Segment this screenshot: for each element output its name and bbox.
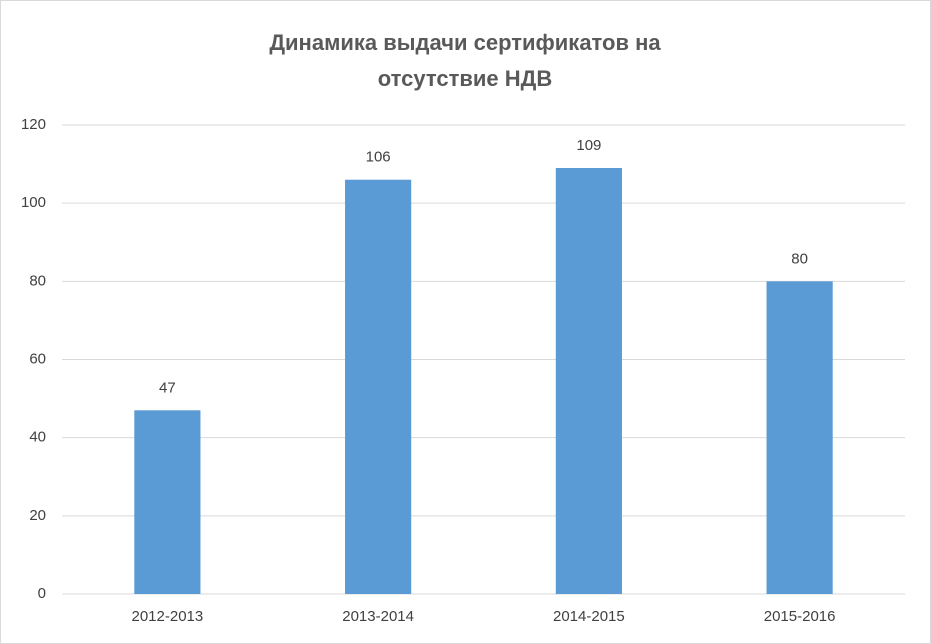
data-label: 106 bbox=[366, 149, 391, 166]
bar bbox=[555, 167, 622, 594]
bar bbox=[766, 281, 833, 594]
y-tick-label: 0 bbox=[38, 585, 46, 602]
x-tick-label: 2012-2013 bbox=[132, 608, 204, 625]
bar bbox=[134, 410, 201, 594]
y-tick-label: 20 bbox=[29, 507, 46, 524]
x-tick-label: 2014-2015 bbox=[553, 608, 625, 625]
x-tick-label: 2015-2016 bbox=[764, 608, 836, 625]
y-tick-label: 100 bbox=[21, 194, 46, 211]
x-tick-label: 2013-2014 bbox=[342, 608, 414, 625]
bar bbox=[345, 179, 412, 594]
y-tick-label: 40 bbox=[29, 429, 46, 446]
y-tick-label: 60 bbox=[29, 350, 46, 367]
data-label: 47 bbox=[159, 379, 176, 396]
chart-title: Динамика выдачи сертификатов на bbox=[269, 30, 661, 55]
y-tick-label: 80 bbox=[29, 272, 46, 289]
data-label: 80 bbox=[791, 250, 808, 267]
data-label: 109 bbox=[576, 137, 601, 154]
chart-title: отсутствие НДВ bbox=[378, 66, 552, 91]
y-tick-label: 120 bbox=[21, 116, 46, 133]
